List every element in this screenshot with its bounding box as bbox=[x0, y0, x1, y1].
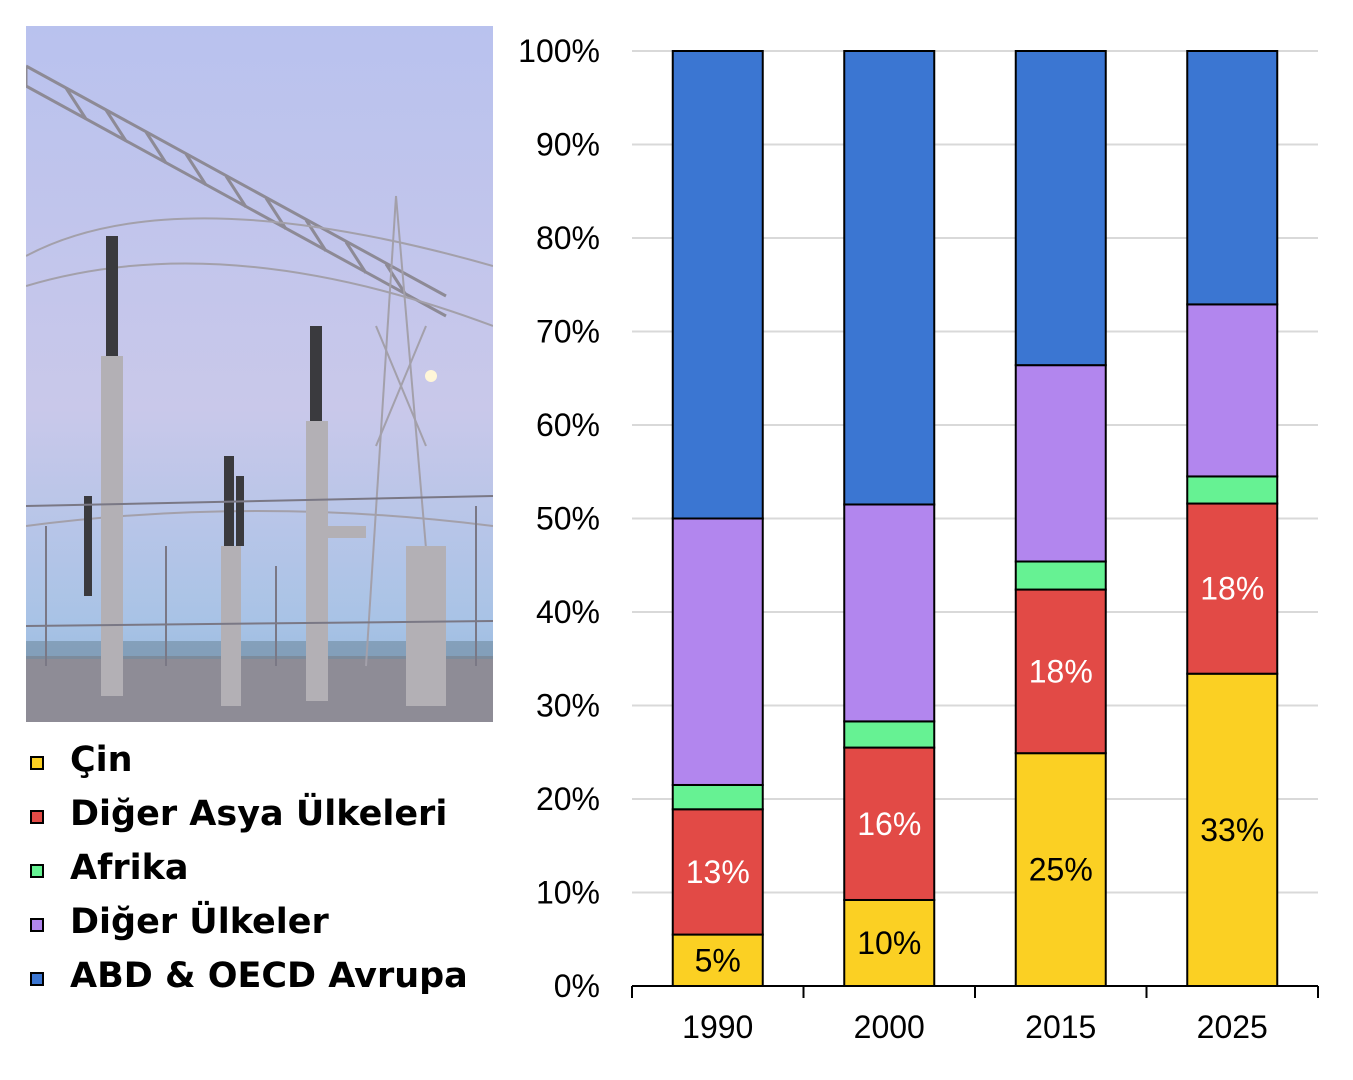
legend-item: ABD & OECD Avrupa bbox=[26, 956, 496, 1010]
legend-swatch bbox=[30, 756, 44, 770]
bar-segment bbox=[671, 783, 764, 811]
bar-segment bbox=[843, 720, 936, 749]
bar-segment bbox=[671, 517, 764, 786]
legend-swatch bbox=[30, 810, 44, 824]
legend-item: Diğer Asya Ülkeleri bbox=[26, 794, 496, 848]
data-label: 10% bbox=[857, 925, 921, 961]
bar-segment bbox=[1186, 303, 1279, 478]
data-label: 25% bbox=[1029, 852, 1093, 888]
y-tick-label: 100% bbox=[518, 33, 600, 69]
bar-segment bbox=[1014, 588, 1107, 755]
bar-segment bbox=[1014, 50, 1107, 367]
data-label: 18% bbox=[1200, 571, 1264, 607]
data-label: 5% bbox=[695, 942, 741, 978]
y-tick-label: 30% bbox=[536, 688, 600, 724]
bar-segment bbox=[1014, 364, 1107, 563]
legend-swatch bbox=[30, 972, 44, 986]
data-label: 33% bbox=[1200, 812, 1264, 848]
y-tick-label: 20% bbox=[536, 781, 600, 817]
x-tick-label: 2025 bbox=[1197, 1009, 1268, 1045]
x-tick-label: 2015 bbox=[1025, 1009, 1096, 1045]
bar-segment bbox=[1186, 672, 1279, 988]
legend-label: Diğer Ülkeler bbox=[70, 902, 329, 942]
legend-swatch bbox=[30, 864, 44, 878]
y-tick-label: 80% bbox=[536, 220, 600, 256]
x-tick-label: 1990 bbox=[682, 1009, 753, 1045]
bar-segment bbox=[1186, 50, 1279, 306]
legend-label: Çin bbox=[70, 740, 133, 780]
bar-segment bbox=[671, 808, 764, 936]
y-tick-label: 50% bbox=[536, 501, 600, 537]
y-tick-label: 40% bbox=[536, 594, 600, 630]
bar-segment bbox=[1186, 502, 1279, 675]
y-tick-label: 90% bbox=[536, 127, 600, 163]
bar-segment bbox=[1014, 752, 1107, 987]
legend-item: Afrika bbox=[26, 848, 496, 902]
bar-segment bbox=[1014, 560, 1107, 591]
y-tick-label: 60% bbox=[536, 407, 600, 443]
substation-photo bbox=[26, 26, 493, 722]
bar-segment bbox=[843, 503, 936, 723]
x-tick-label: 2000 bbox=[854, 1009, 925, 1045]
substation-illustration bbox=[26, 26, 493, 722]
legend: Çin Diğer Asya Ülkeleri Afrika Diğer Ülkele… bbox=[26, 740, 496, 1010]
bar-segment bbox=[843, 746, 936, 901]
bar-segment bbox=[1186, 475, 1279, 505]
y-tick-label: 0% bbox=[554, 968, 600, 1004]
bar-segment bbox=[843, 898, 936, 987]
y-tick-label: 10% bbox=[536, 875, 600, 911]
bar-segment bbox=[843, 50, 936, 506]
bar-segment bbox=[671, 50, 764, 520]
data-label: 13% bbox=[686, 854, 750, 890]
legend-label: ABD & OECD Avrupa bbox=[70, 956, 468, 996]
legend-label: Diğer Asya Ülkeleri bbox=[70, 794, 448, 834]
bar-segment bbox=[671, 933, 764, 988]
legend-swatch bbox=[30, 918, 44, 932]
y-tick-label: 70% bbox=[536, 314, 600, 350]
legend-item: Diğer Ülkeler bbox=[26, 902, 496, 956]
data-label: 16% bbox=[857, 806, 921, 842]
legend-item: Çin bbox=[26, 740, 496, 794]
data-label: 18% bbox=[1029, 653, 1093, 689]
legend-label: Afrika bbox=[70, 848, 189, 888]
